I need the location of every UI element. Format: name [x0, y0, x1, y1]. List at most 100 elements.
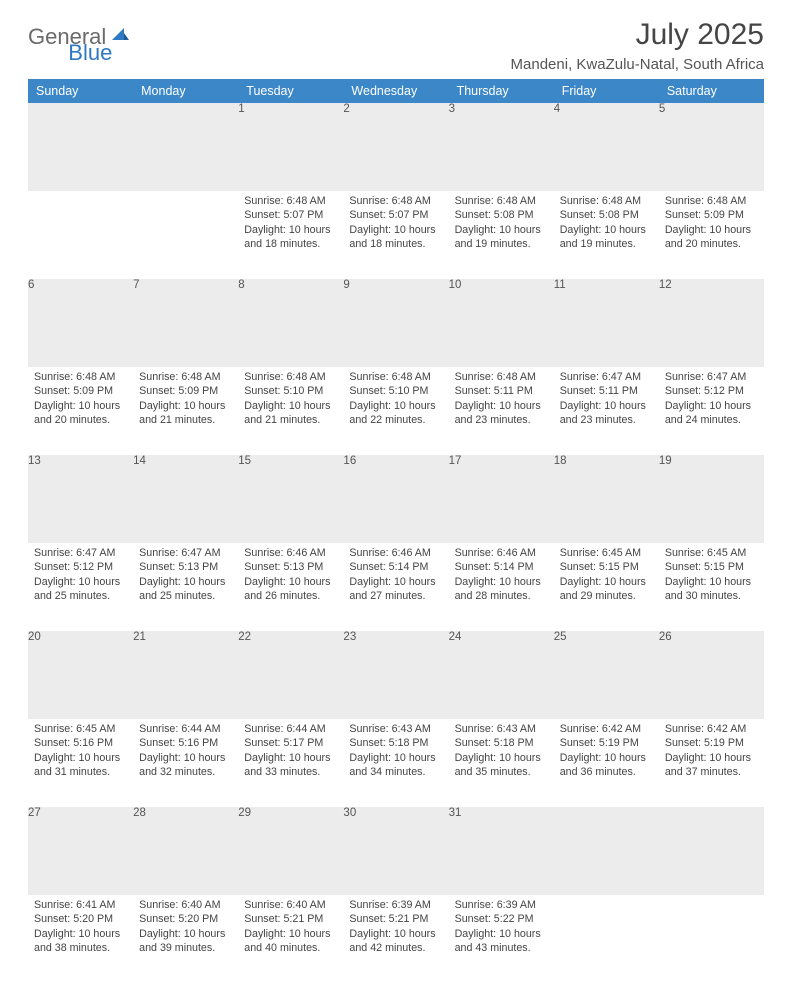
daylight-text: Daylight: 10 hours and 42 minutes. — [349, 927, 442, 956]
daylight-text: Daylight: 10 hours and 33 minutes. — [244, 751, 337, 780]
sunset-text: Sunset: 5:08 PM — [560, 208, 653, 222]
sunset-text: Sunset: 5:19 PM — [560, 736, 653, 750]
sunrise-text: Sunrise: 6:43 AM — [455, 722, 548, 736]
day-cell — [554, 895, 659, 983]
day-cell: Sunrise: 6:40 AMSunset: 5:21 PMDaylight:… — [238, 895, 343, 983]
day-cell: Sunrise: 6:48 AMSunset: 5:10 PMDaylight:… — [238, 367, 343, 455]
daylight-text: Daylight: 10 hours and 18 minutes. — [244, 223, 337, 252]
day-cell: Sunrise: 6:48 AMSunset: 5:09 PMDaylight:… — [133, 367, 238, 455]
sunrise-text: Sunrise: 6:48 AM — [455, 194, 548, 208]
day-header: Friday — [554, 79, 659, 103]
week-row: Sunrise: 6:48 AMSunset: 5:07 PMDaylight:… — [28, 191, 764, 279]
day-number: 18 — [554, 455, 659, 543]
sunset-text: Sunset: 5:07 PM — [349, 208, 442, 222]
daylight-text: Daylight: 10 hours and 24 minutes. — [665, 399, 758, 428]
sunset-text: Sunset: 5:15 PM — [560, 560, 653, 574]
week-row: Sunrise: 6:45 AMSunset: 5:16 PM Daylight:… — [28, 719, 764, 807]
daylight-text: Daylight: 10 hours and 40 minutes. — [244, 927, 337, 956]
day-cell: Sunrise: 6:43 AMSunset: 5:18 PMDaylight:… — [449, 719, 554, 807]
sunset-text: Sunset: 5:09 PM — [139, 384, 232, 398]
sunset-text: Sunset: 5:20 PM — [34, 912, 127, 926]
sunrise-text: Sunrise: 6:48 AM — [665, 194, 758, 208]
day-cell: Sunrise: 6:47 AMSunset: 5:13 PMDaylight:… — [133, 543, 238, 631]
day-number: 19 — [659, 455, 764, 543]
day-number: 23 — [343, 631, 448, 719]
day-cell: Sunrise: 6:48 AMSunset: 5:10 PMDaylight:… — [343, 367, 448, 455]
sunrise-text: Sunrise: 6:48 AM — [455, 370, 548, 384]
day-number: 22 — [238, 631, 343, 719]
daylight-text: Daylight: 10 hours and 25 minutes. — [139, 575, 232, 604]
sunset-text: Sunset: 5:17 PM — [244, 736, 337, 750]
day-number: 3 — [449, 103, 554, 191]
day-number: 7 — [133, 279, 238, 367]
daylight-text: Daylight: 10 hours and 43 minutes. — [455, 927, 548, 956]
day-number — [659, 807, 764, 895]
day-cell: Sunrise: 6:45 AMSunset: 5:15 PMDaylight:… — [554, 543, 659, 631]
day-header: Tuesday — [238, 79, 343, 103]
day-number: 10 — [449, 279, 554, 367]
sunrise-text: Sunrise: 6:48 AM — [244, 370, 337, 384]
sunset-text: Sunset: 5:21 PM — [349, 912, 442, 926]
sunrise-text: Sunrise: 6:45 AM — [34, 722, 127, 736]
daylight-text: Daylight: 10 hours and 19 minutes. — [560, 223, 653, 252]
day-cell: Sunrise: 6:45 AMSunset: 5:16 PMDaylight:… — [28, 719, 133, 807]
daylight-text: Daylight: 10 hours and 23 minutes. — [455, 399, 548, 428]
sunrise-text: Sunrise: 6:40 AM — [139, 898, 232, 912]
location-subtitle: Mandeni, KwaZulu-Natal, South Africa — [511, 56, 764, 73]
sunset-text: Sunset: 5:21 PM — [244, 912, 337, 926]
daylight-text: Daylight: 10 hours and 28 minutes. — [455, 575, 548, 604]
sunset-text: Sunset: 5:18 PM — [455, 736, 548, 750]
daylight-text: Daylight: 10 hours and 23 minutes. — [560, 399, 653, 428]
day-number: 11 — [554, 279, 659, 367]
day-number: 8 — [238, 279, 343, 367]
day-cell — [28, 191, 133, 279]
day-cell: Sunrise: 6:40 AMSunset: 5:20 PMDaylight:… — [133, 895, 238, 983]
day-number: 28 — [133, 807, 238, 895]
sunrise-text: Sunrise: 6:43 AM — [349, 722, 442, 736]
daylight-text: Daylight: 10 hours and 18 minutes. — [349, 223, 442, 252]
daylight-text: Daylight: 10 hours and 25 minutes. — [34, 575, 127, 604]
sunset-text: Sunset: 5:20 PM — [139, 912, 232, 926]
sunrise-text: Sunrise: 6:46 AM — [455, 546, 548, 560]
day-cell: Sunrise: 6:42 AMSunset: 5:19 PMDaylight:… — [554, 719, 659, 807]
day-number: 16 — [343, 455, 448, 543]
day-number: 15 — [238, 455, 343, 543]
day-cell: Sunrise: 6:43 AMSunset: 5:18 PMDaylight:… — [343, 719, 448, 807]
day-cell: Sunrise: 6:46 AMSunset: 5:14 PMDaylight:… — [343, 543, 448, 631]
sunset-text: Sunset: 5:13 PM — [244, 560, 337, 574]
sunrise-text: Sunrise: 6:46 AM — [244, 546, 337, 560]
sunrise-text: Sunrise: 6:40 AM — [244, 898, 337, 912]
daynum-row: 2728293031 — [28, 807, 764, 895]
day-number: 13 — [28, 455, 133, 543]
day-cell: Sunrise: 6:48 AMSunset: 5:09 PMDaylight:… — [28, 367, 133, 455]
sunset-text: Sunset: 5:11 PM — [455, 384, 548, 398]
sunset-text: Sunset: 5:10 PM — [349, 384, 442, 398]
sunrise-text: Sunrise: 6:39 AM — [349, 898, 442, 912]
sunset-text: Sunset: 5:09 PM — [34, 384, 127, 398]
daylight-text: Daylight: 10 hours and 27 minutes. — [349, 575, 442, 604]
day-number: 2 — [343, 103, 448, 191]
daylight-text: Daylight: 10 hours and 21 minutes. — [139, 399, 232, 428]
day-cell — [659, 895, 764, 983]
sunset-text: Sunset: 5:14 PM — [349, 560, 442, 574]
sunrise-text: Sunrise: 6:44 AM — [244, 722, 337, 736]
sunset-text: Sunset: 5:16 PM — [34, 736, 127, 750]
day-number: 29 — [238, 807, 343, 895]
day-cell: Sunrise: 6:47 AMSunset: 5:11 PMDaylight:… — [554, 367, 659, 455]
day-number — [554, 807, 659, 895]
daylight-text: Daylight: 10 hours and 22 minutes. — [349, 399, 442, 428]
day-number: 26 — [659, 631, 764, 719]
sunrise-text: Sunrise: 6:44 AM — [139, 722, 232, 736]
daylight-text: Daylight: 10 hours and 37 minutes. — [665, 751, 758, 780]
daylight-text: Daylight: 10 hours and 20 minutes. — [665, 223, 758, 252]
sunrise-text: Sunrise: 6:42 AM — [665, 722, 758, 736]
day-number — [133, 103, 238, 191]
sunrise-text: Sunrise: 6:46 AM — [349, 546, 442, 560]
sunset-text: Sunset: 5:14 PM — [455, 560, 548, 574]
sunset-text: Sunset: 5:22 PM — [455, 912, 548, 926]
day-header-row: Sunday Monday Tuesday Wednesday Thursday… — [28, 79, 764, 103]
sunset-text: Sunset: 5:12 PM — [34, 560, 127, 574]
day-number: 6 — [28, 279, 133, 367]
day-cell: Sunrise: 6:45 AMSunset: 5:15 PMDaylight:… — [659, 543, 764, 631]
daylight-text: Daylight: 10 hours and 20 minutes. — [34, 399, 127, 428]
